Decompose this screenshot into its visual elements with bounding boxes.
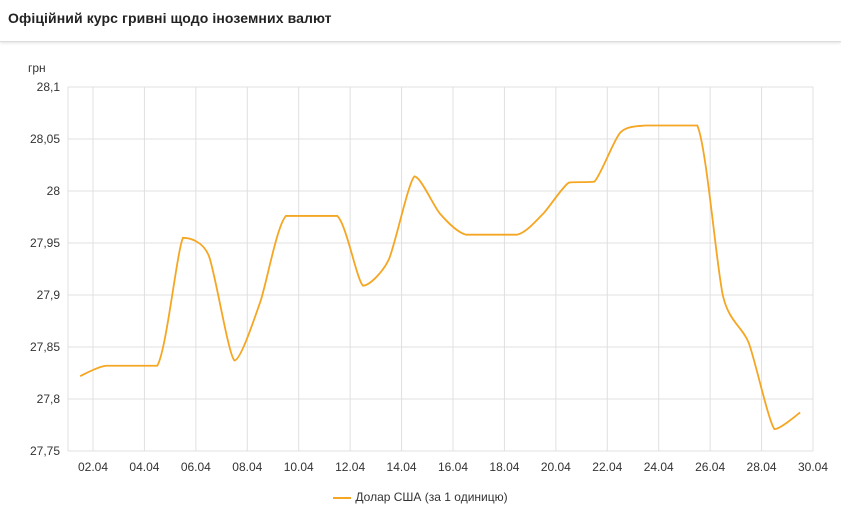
y-tick-label: 27,85 — [30, 340, 60, 354]
page-title: Офіційний курс гривні щодо іноземних вал… — [8, 10, 332, 26]
x-tick-label: 08.04 — [232, 460, 262, 474]
legend-swatch — [333, 496, 352, 499]
x-tick-label: 28.04 — [747, 460, 777, 474]
legend[interactable]: Долар США (за 1 одиницю) — [0, 490, 841, 504]
series-line-usd — [79, 124, 801, 431]
y-tick-label: 28,05 — [30, 132, 60, 146]
chart: грн 28,1 28,05 28 27,95 27,9 27,85 27,8 27,75 02… — [28, 61, 828, 474]
x-tick-label: 26.04 — [695, 460, 725, 474]
x-tick-label: 04.04 — [129, 460, 159, 474]
legend-label: Долар США (за 1 одиницю) — [355, 490, 508, 504]
x-tick-label: 22.04 — [592, 460, 622, 474]
y-tick-label: 27,8 — [37, 392, 61, 406]
x-tick-label: 10.04 — [284, 460, 314, 474]
x-tick-label: 24.04 — [644, 460, 674, 474]
y-axis-label: грн — [28, 61, 46, 75]
x-tick-label: 20.04 — [541, 460, 571, 474]
y-tick-label: 28 — [47, 184, 61, 198]
y-tick-label: 27,9 — [37, 288, 61, 302]
x-tick-label: 02.04 — [78, 460, 108, 474]
y-tick-label: 28,1 — [37, 80, 61, 94]
x-tick-label: 16.04 — [438, 460, 468, 474]
y-tick-label: 27,95 — [30, 236, 60, 250]
y-tick-label: 27,75 — [30, 444, 60, 458]
x-tick-label: 14.04 — [387, 460, 417, 474]
x-tick-label: 12.04 — [335, 460, 365, 474]
header: Офіційний курс гривні щодо іноземних вал… — [0, 0, 841, 42]
x-tick-label: 18.04 — [489, 460, 519, 474]
x-tick-label: 30.04 — [798, 460, 828, 474]
x-tick-label: 06.04 — [181, 460, 211, 474]
